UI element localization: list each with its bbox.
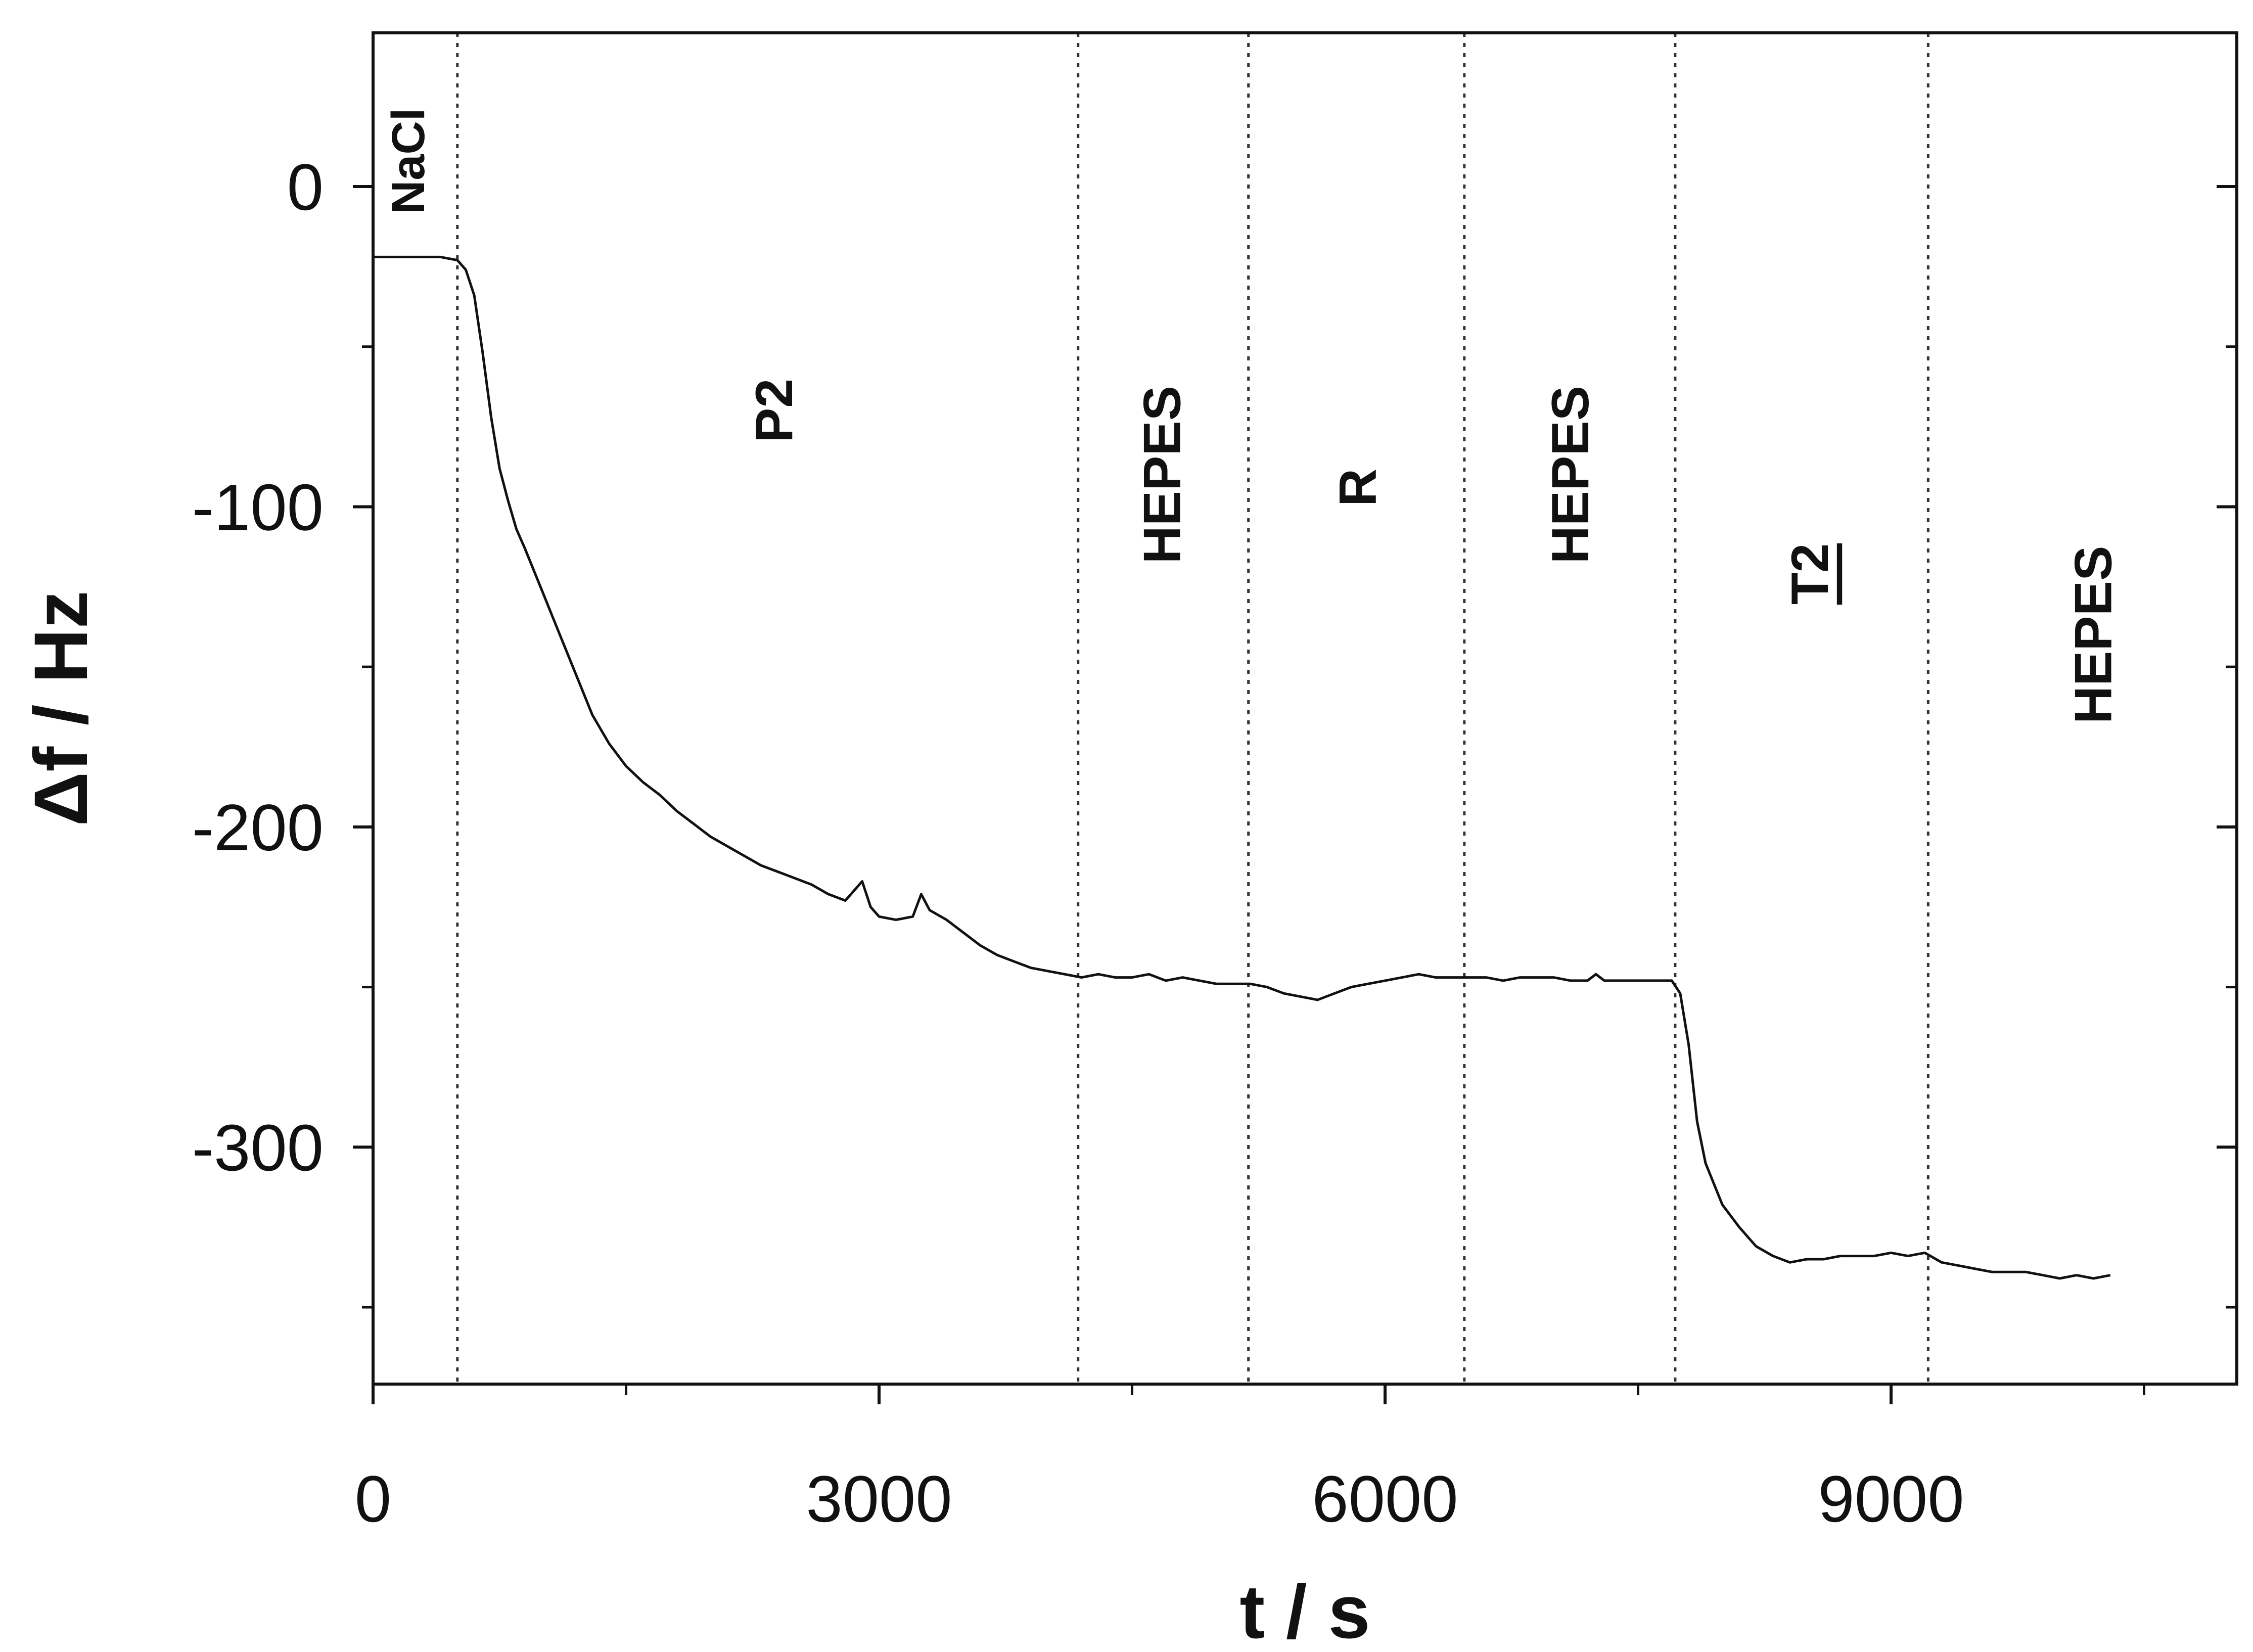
region-label-6: HEPES (2064, 546, 2123, 724)
y-axis-title: Δf / Hz (18, 590, 103, 826)
x-tick-label-0: 0 (355, 1462, 391, 1536)
region-label-0: NaCl (383, 108, 434, 214)
region-labels: NaCl P2 HEPES R HEPES T2 HEPES (383, 108, 2123, 724)
event-lines (456, 33, 1929, 1384)
plot-frame (372, 31, 2238, 1386)
region-label-5: T2 (1781, 543, 1840, 605)
region-label-2: HEPES (1133, 386, 1192, 564)
x-tick-label-2: 6000 (1312, 1462, 1458, 1536)
region-label-4: HEPES (1541, 386, 1600, 564)
y-tick-label-0: 0 (287, 150, 324, 224)
y-tick-label-3: -300 (192, 1111, 324, 1184)
y-tick-label-1: -100 (192, 470, 324, 544)
axis-tick-labels: 0 3000 6000 9000 0 -100 -200 -300 (192, 150, 1964, 1536)
axis-ticks (353, 185, 2237, 1404)
series-line-delta-f (373, 255, 2111, 1280)
region-label-1: P2 (745, 379, 804, 443)
y-tick-label-2: -200 (192, 791, 324, 864)
region-label-3: R (1329, 469, 1388, 507)
x-tick-label-1: 3000 (806, 1462, 952, 1536)
x-axis-title: t / s (1239, 1569, 1370, 1652)
x-tick-label-3: 9000 (1818, 1462, 1964, 1536)
